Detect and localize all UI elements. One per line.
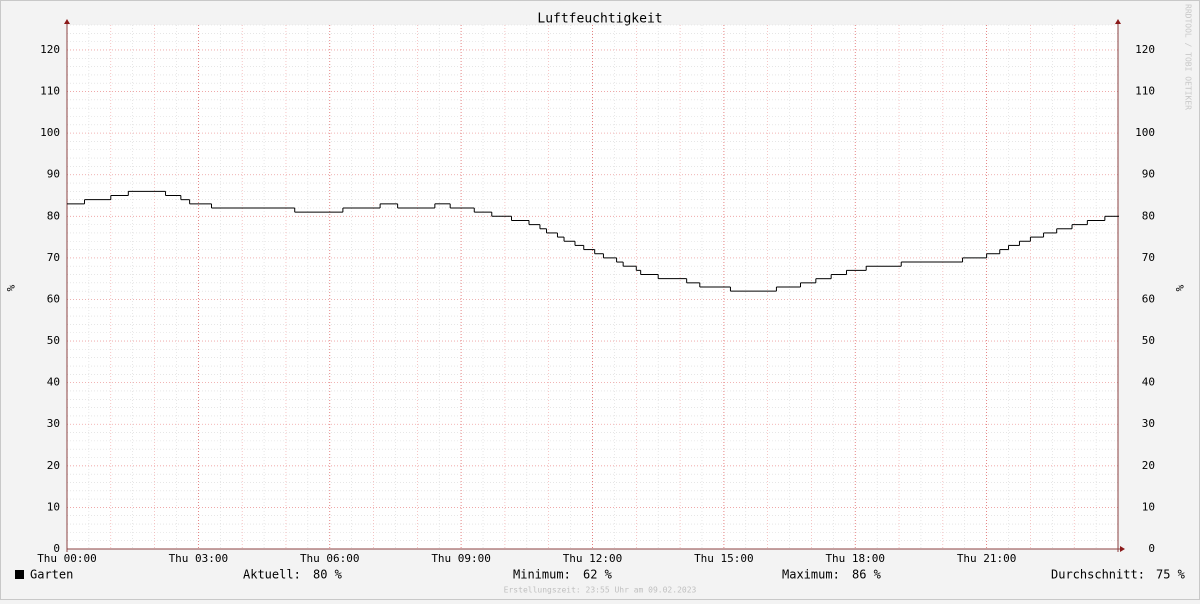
y-tick-label-right: 110: [1135, 85, 1155, 98]
y-tick-label: 80: [47, 209, 60, 222]
x-tick-label: Thu 21:00: [957, 552, 1017, 565]
stat-value: 80 %: [313, 568, 343, 582]
y-tick-label: 120: [40, 43, 60, 56]
chart-title: Luftfeuchtigkeit: [537, 12, 662, 27]
x-tick-label: Thu 18:00: [825, 552, 885, 565]
stat-value: 62 %: [583, 568, 613, 582]
stat-name: Minimum:: [513, 568, 571, 582]
x-tick-label: Thu 09:00: [431, 552, 491, 565]
axis-arrow: [1120, 546, 1125, 552]
watermark: RRDTOOL / TOBI OETIKER: [1184, 4, 1193, 110]
y-tick-label-right: 40: [1142, 376, 1155, 389]
x-tick-label: Thu 06:00: [300, 552, 360, 565]
x-tick-label: Thu 03:00: [169, 552, 229, 565]
x-tick-label: Thu 12:00: [563, 552, 623, 565]
y-tick-label-right: 50: [1142, 334, 1155, 347]
stat-name: Aktuell:: [243, 568, 301, 582]
footer: Erstellungszeit: 23:55 Uhr am 09.02.2023: [504, 586, 697, 595]
y-tick-label: 100: [40, 126, 60, 139]
y-axis-label: %: [4, 285, 17, 292]
stat-value: 86 %: [852, 568, 882, 582]
y-tick-label-right: 60: [1142, 292, 1155, 305]
y-axis-label-right: %: [1173, 285, 1186, 292]
y-tick-label-right: 20: [1142, 459, 1155, 472]
y-tick-label-right: 120: [1135, 43, 1155, 56]
x-tick-label: Thu 00:00: [37, 552, 97, 565]
y-tick-label: 0: [53, 542, 60, 555]
y-tick-label-right: 90: [1142, 168, 1155, 181]
y-tick-label: 110: [40, 85, 60, 98]
y-tick-label: 30: [47, 417, 60, 430]
stat-value: 75 %: [1156, 568, 1186, 582]
y-tick-label: 20: [47, 459, 60, 472]
y-tick-label-right: 80: [1142, 209, 1155, 222]
stat-name: Durchschnitt:: [1051, 568, 1145, 582]
x-tick-label: Thu 15:00: [694, 552, 754, 565]
y-tick-label-right: 100: [1135, 126, 1155, 139]
stat-name: Maximum:: [782, 568, 840, 582]
legend-swatch: [15, 570, 24, 579]
y-tick-label: 70: [47, 251, 60, 264]
y-tick-label: 50: [47, 334, 60, 347]
y-tick-label-right: 70: [1142, 251, 1155, 264]
y-tick-label-right: 0: [1148, 542, 1155, 555]
y-tick-label-right: 10: [1142, 500, 1155, 513]
y-tick-label: 90: [47, 168, 60, 181]
y-tick-label-right: 30: [1142, 417, 1155, 430]
y-tick-label: 10: [47, 500, 60, 513]
y-tick-label: 40: [47, 376, 60, 389]
axis-arrow: [64, 19, 70, 24]
y-tick-label: 60: [47, 292, 60, 305]
axis-arrow: [1115, 19, 1121, 24]
legend-label: Garten: [30, 568, 73, 582]
